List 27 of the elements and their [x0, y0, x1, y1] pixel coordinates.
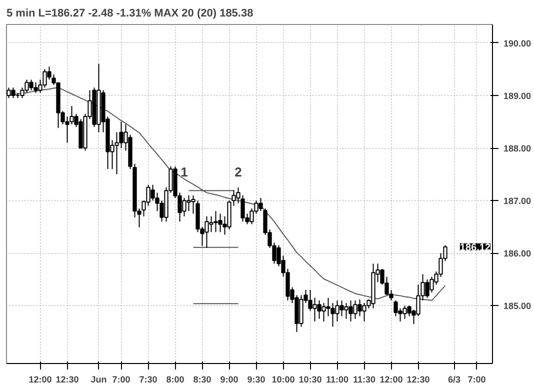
x-tick-label: 6/3 — [448, 374, 461, 384]
annotation: 186.12 — [460, 242, 491, 254]
x-tick-label: Jun — [90, 374, 107, 384]
chart-title: 5 min L=186.27 -2.48 -1.31% MAX 20 (20) 185.38 — [6, 8, 254, 20]
x-tick-label: 11:00 — [326, 374, 349, 384]
x-tick-label: 12:00 — [28, 374, 52, 384]
x-tick-label: 9:30 — [247, 374, 266, 384]
y-tick-label: 186.00 — [504, 248, 532, 259]
y-tick-label: 190.00 — [504, 38, 532, 48]
x-tick-label: 8:30 — [193, 374, 212, 384]
y-tick-label: 185.00 — [504, 301, 532, 312]
x-tick-label: 11:30 — [352, 374, 376, 384]
x-tick-label: 8:00 — [166, 374, 184, 384]
y-tick-label: 187.00 — [504, 196, 532, 206]
x-tick-label: 7:00 — [468, 374, 486, 384]
x-tick-label: 12:00 — [380, 374, 403, 384]
y-tick-label: 189.00 — [504, 90, 532, 101]
x-tick-label: 10:00 — [272, 374, 295, 384]
annotation: 2 — [234, 164, 242, 180]
x-tick-label: 10:30 — [298, 374, 322, 384]
x-tick-label: 12:30 — [406, 374, 430, 384]
x-tick-label: 7:30 — [139, 374, 158, 384]
x-tick-label: 9:00 — [220, 374, 238, 384]
x-tick-label: 7:00 — [112, 374, 130, 384]
y-tick-label: 188.00 — [504, 144, 532, 154]
annotation: 1 — [180, 164, 188, 180]
x-tick-label: 12:30 — [56, 374, 79, 384]
